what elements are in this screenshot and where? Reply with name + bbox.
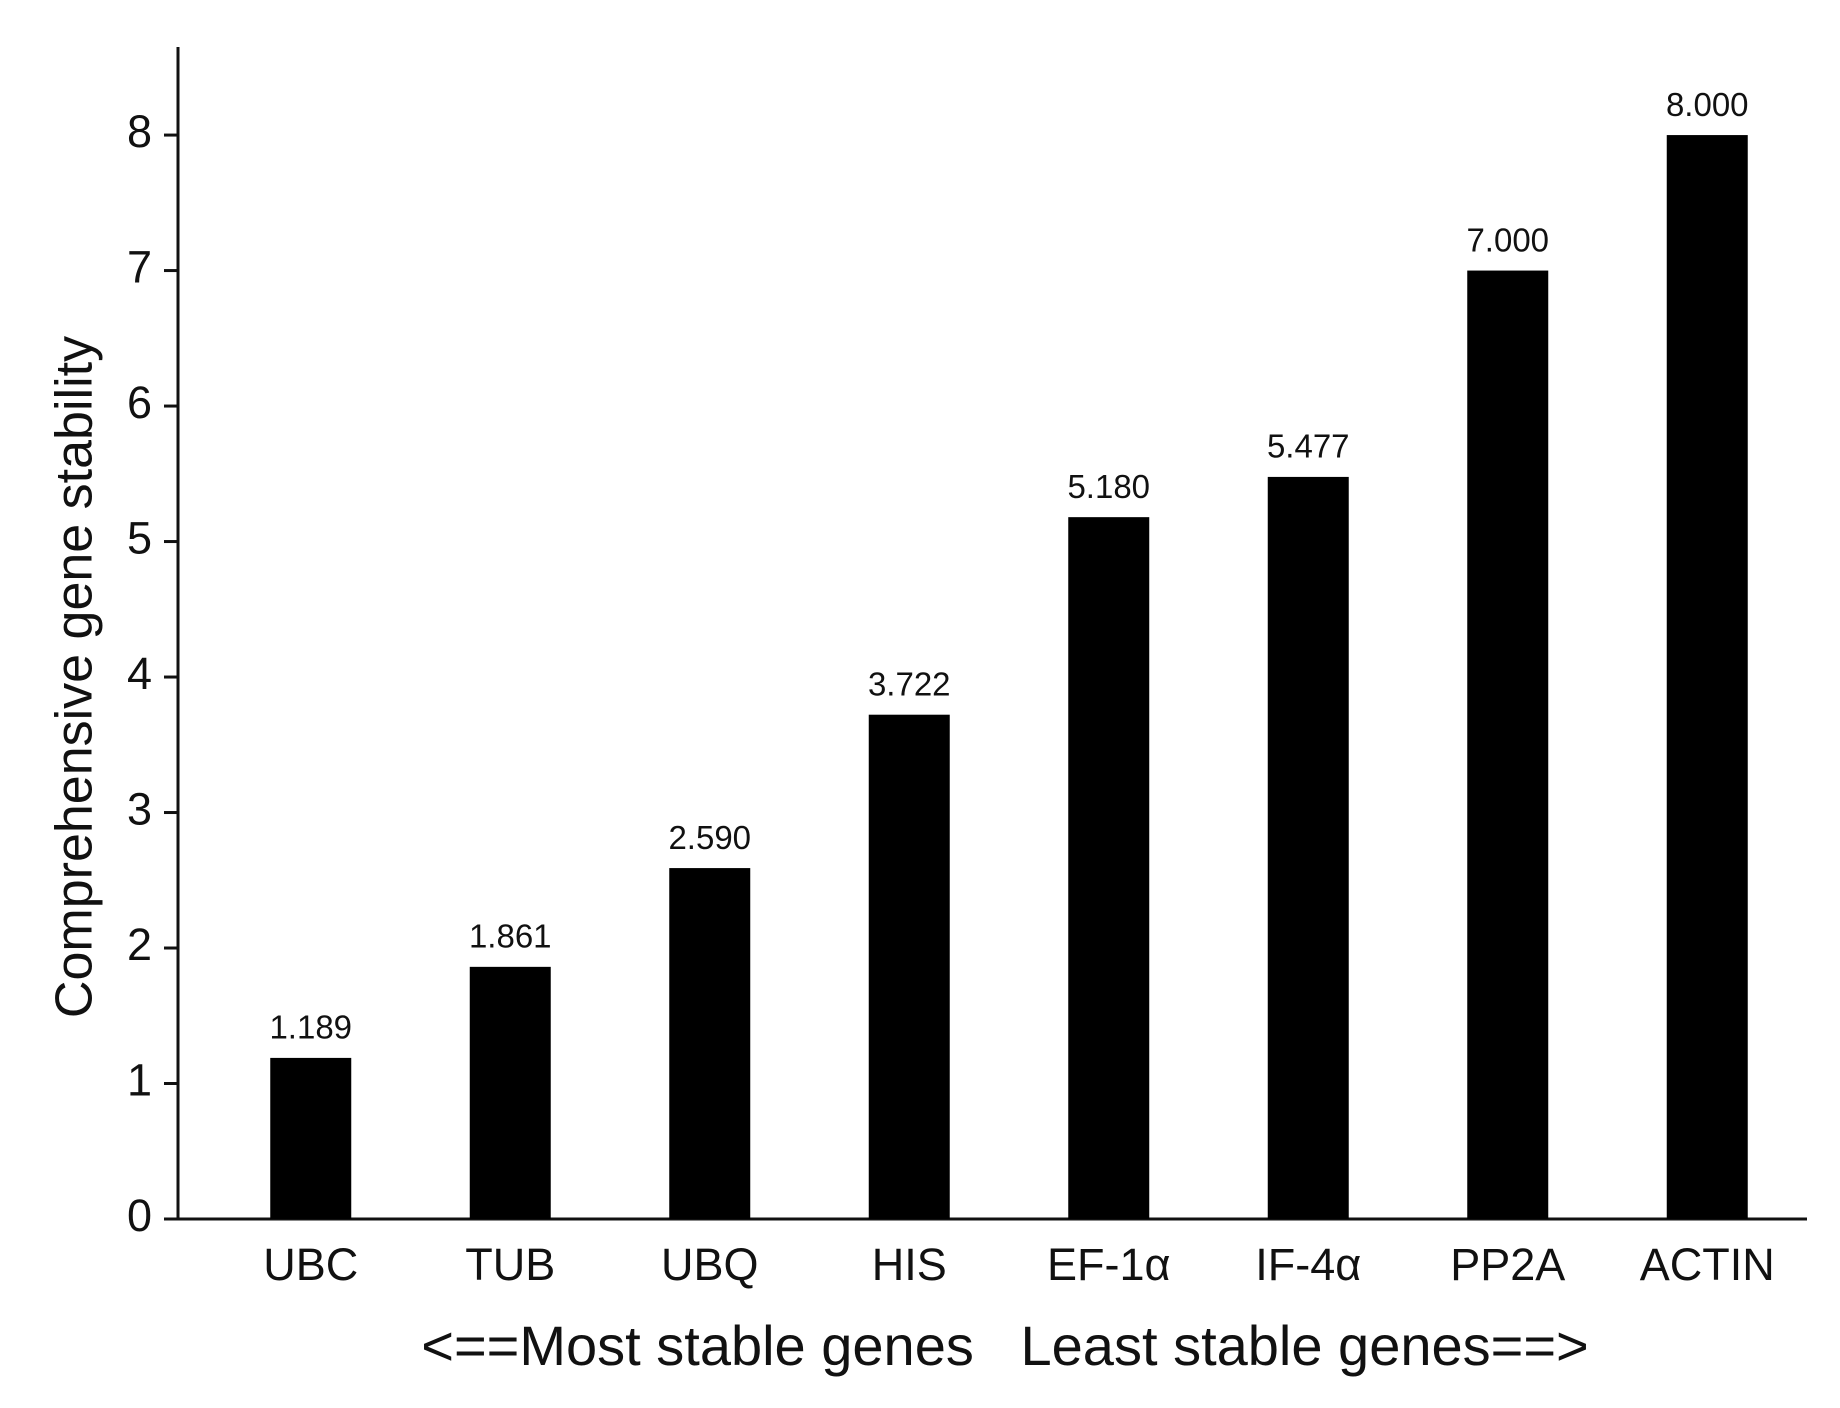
y-tick-label: 0 [127, 1190, 152, 1241]
y-tick-label: 1 [127, 1054, 152, 1105]
y-tick-label: 2 [127, 919, 152, 970]
bar [1467, 270, 1549, 1220]
value-label: 5.180 [1067, 468, 1150, 505]
x-tick-label: UBC [263, 1239, 358, 1290]
y-tick-label: 6 [127, 377, 152, 428]
value-label: 1.861 [469, 918, 552, 955]
bar [1666, 135, 1748, 1220]
y-tick-label: 4 [127, 648, 152, 699]
y-tick-label: 7 [127, 241, 152, 292]
bar [469, 966, 551, 1219]
x-tick-label: EF-1α [1047, 1239, 1171, 1290]
x-tick-label: UBQ [661, 1239, 759, 1290]
y-tick-label: 8 [127, 106, 152, 157]
y-tick-label: 3 [127, 783, 152, 834]
bar [868, 714, 950, 1219]
x-tick-label: IF-4α [1255, 1239, 1361, 1290]
x-tick-label: HIS [872, 1239, 947, 1290]
value-label: 1.189 [269, 1009, 352, 1046]
x-tick-label: PP2A [1450, 1239, 1565, 1290]
x-tick-label: ACTIN [1640, 1239, 1775, 1290]
value-label: 5.477 [1267, 428, 1350, 465]
bar [669, 868, 751, 1219]
value-label: 7.000 [1466, 221, 1549, 258]
y-axis-title: Comprehensive gene stability [46, 336, 104, 1018]
x-tick-label: TUB [465, 1239, 555, 1290]
value-label: 2.590 [668, 819, 751, 856]
value-label: 8.000 [1666, 86, 1749, 123]
x-axis-title: <==Most stable genes Least stable genes=… [421, 1314, 1589, 1377]
bar [1068, 517, 1150, 1219]
bar [1267, 476, 1349, 1219]
bar [270, 1057, 352, 1219]
value-label: 3.722 [868, 665, 951, 702]
y-tick-label: 5 [127, 512, 152, 563]
